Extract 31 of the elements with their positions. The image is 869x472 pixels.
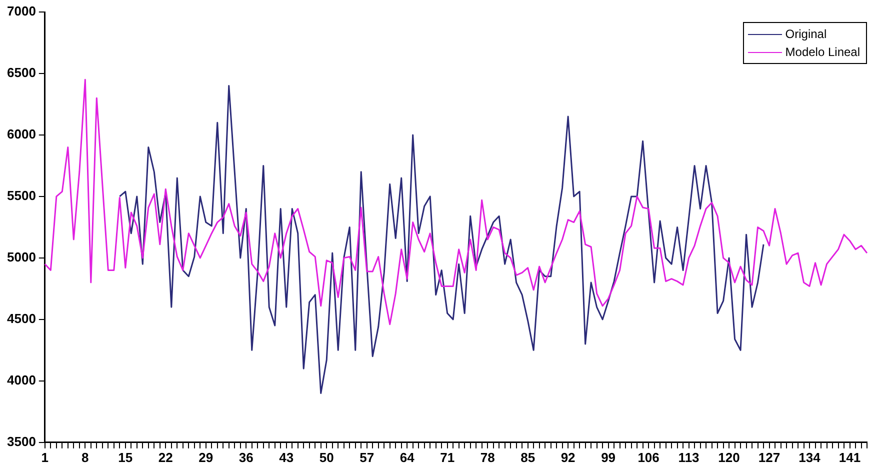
- y-tick-label: 4500: [7, 311, 36, 326]
- x-tick-label: 106: [638, 450, 660, 465]
- x-tick-label: 113: [678, 450, 700, 465]
- y-tick-label: 4000: [7, 372, 36, 388]
- x-tick-label: 127: [758, 450, 780, 465]
- x-tick-label: 92: [560, 450, 576, 465]
- x-tick-label: 120: [718, 450, 740, 465]
- x-tick-label: 99: [601, 450, 616, 465]
- y-tick-label: 5000: [7, 250, 36, 265]
- x-tick-label: 85: [520, 450, 536, 465]
- x-tick-label: 57: [360, 450, 374, 465]
- legend-label: Modelo Lineal: [785, 45, 860, 59]
- x-tick-label: 36: [238, 450, 254, 465]
- y-tick-label: 3500: [7, 434, 36, 449]
- x-tick-label: 141: [838, 450, 861, 465]
- x-tick-label: 1: [41, 450, 49, 465]
- x-tick-label: 50: [319, 450, 334, 465]
- y-tick-label: 6000: [7, 126, 36, 142]
- y-tick-label: 5500: [7, 188, 36, 204]
- y-tick-label: 6500: [7, 65, 36, 80]
- x-tick-label: 8: [82, 450, 89, 465]
- y-tick-label: 7000: [7, 4, 36, 19]
- x-tick-label: 71: [440, 450, 455, 465]
- x-tick-label: 64: [400, 450, 416, 465]
- x-tick-label: 22: [158, 450, 173, 465]
- x-tick-label: 29: [198, 450, 214, 465]
- x-tick-label: 15: [118, 450, 133, 465]
- legend-label: Original: [785, 27, 827, 41]
- x-tick-label: 78: [480, 450, 495, 465]
- x-tick-label: 43: [279, 450, 294, 465]
- x-tick-label: 134: [798, 450, 822, 465]
